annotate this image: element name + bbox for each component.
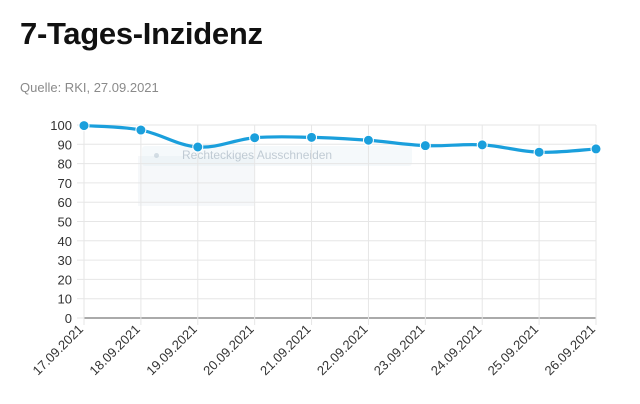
y-tick-label: 0 bbox=[65, 311, 72, 326]
x-tick-label: 21.09.2021 bbox=[257, 322, 314, 379]
data-point bbox=[249, 132, 261, 144]
y-tick-label: 100 bbox=[50, 118, 72, 133]
x-tick-label: 20.09.2021 bbox=[200, 322, 257, 379]
x-tick-label: 23.09.2021 bbox=[371, 322, 428, 379]
y-tick-label: 60 bbox=[58, 195, 72, 210]
data-point bbox=[135, 124, 147, 136]
y-tick-label: 90 bbox=[58, 137, 72, 152]
data-point bbox=[362, 134, 374, 146]
ghost-tooltip-dot bbox=[154, 153, 159, 158]
data-point bbox=[78, 120, 90, 132]
x-tick-label: 18.09.2021 bbox=[86, 322, 143, 379]
page-title: 7-Tages-Inzidenz bbox=[20, 16, 263, 51]
x-tick-label: 17.09.2021 bbox=[29, 322, 86, 379]
chart-series bbox=[78, 120, 602, 158]
x-tick-label: 26.09.2021 bbox=[541, 322, 598, 379]
x-tick-label: 24.09.2021 bbox=[428, 322, 485, 379]
series-line bbox=[83, 123, 597, 154]
data-point bbox=[476, 139, 488, 151]
x-axis-ticks: 17.09.2021 18.09.2021 19.09.2021 20.09.2021… bbox=[29, 322, 598, 379]
data-point bbox=[192, 141, 204, 153]
data-point bbox=[533, 146, 545, 158]
x-tick-label: 25.09.2021 bbox=[485, 322, 542, 379]
data-point bbox=[590, 143, 602, 155]
y-tick-label: 30 bbox=[58, 253, 72, 268]
ghost-selection-box bbox=[138, 156, 254, 206]
x-tick-label: 19.09.2021 bbox=[143, 322, 200, 379]
source-note: Quelle: RKI, 27.09.2021 bbox=[20, 80, 159, 95]
y-tick-label: 70 bbox=[58, 176, 72, 191]
ghost-tooltip-label: Rechteckiges Ausschneiden bbox=[182, 148, 333, 162]
data-point bbox=[419, 140, 431, 152]
ghost-tooltip: Rechteckiges Ausschneiden bbox=[142, 146, 412, 166]
y-tick-label: 80 bbox=[58, 157, 72, 172]
y-tick-label: 20 bbox=[58, 272, 72, 287]
y-tick-label: 50 bbox=[58, 215, 72, 230]
y-tick-label: 40 bbox=[58, 234, 72, 249]
data-point bbox=[306, 131, 318, 143]
y-axis-ticks: 0 10 20 30 40 50 60 70 80 90 100 bbox=[50, 118, 72, 326]
x-tick-label: 22.09.2021 bbox=[314, 322, 371, 379]
y-tick-label: 10 bbox=[58, 292, 72, 307]
chart-grid bbox=[77, 124, 597, 325]
